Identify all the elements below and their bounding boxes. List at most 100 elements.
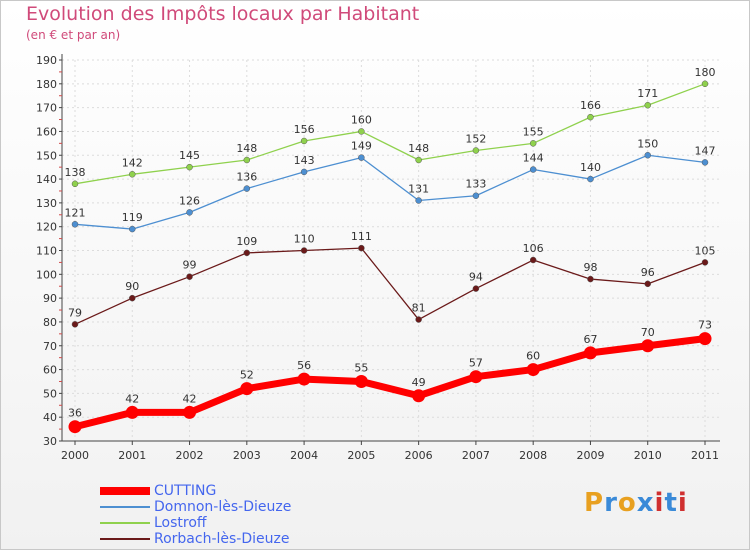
data-point-lostroff — [243, 156, 251, 164]
data-label-rorbach-l-s-dieuze: 105 — [695, 244, 716, 257]
proxiti-logo: Proxiti — [584, 488, 688, 518]
y-tick-label: 60 — [43, 364, 57, 377]
data-point-lostroff — [71, 180, 79, 188]
data-point-cutting — [583, 346, 597, 360]
data-point-cutting — [412, 389, 426, 403]
data-label-lostroff: 145 — [179, 149, 200, 162]
data-label-rorbach-l-s-dieuze: 90 — [125, 280, 139, 293]
y-tick-label: 160 — [36, 125, 57, 138]
data-point-cutting — [240, 382, 254, 396]
x-tick-label: 2007 — [462, 449, 490, 462]
y-tick-label: 50 — [43, 387, 57, 400]
data-label-cutting: 42 — [125, 392, 139, 405]
data-label-lostroff: 166 — [580, 99, 601, 112]
data-label-domnon-l-s-dieuze: 133 — [465, 178, 486, 191]
data-point-domnon-l-s-dieuze — [358, 154, 365, 161]
data-label-rorbach-l-s-dieuze: 111 — [351, 230, 372, 243]
data-point-domnon-l-s-dieuze — [71, 221, 79, 228]
legend-label: Lostroff — [154, 515, 207, 531]
y-tick-label: 120 — [36, 221, 57, 234]
x-tick-label: 2008 — [519, 449, 547, 462]
x-tick-label: 2000 — [61, 449, 89, 462]
data-point-rorbach-l-s-dieuze — [415, 316, 422, 323]
x-tick-label: 2011 — [691, 449, 719, 462]
data-label-rorbach-l-s-dieuze: 94 — [469, 271, 483, 284]
data-point-lostroff — [701, 80, 709, 88]
data-point-rorbach-l-s-dieuze — [644, 280, 651, 288]
data-point-lostroff — [129, 171, 136, 178]
data-point-lostroff — [358, 128, 365, 135]
data-label-lostroff: 142 — [122, 156, 143, 169]
data-label-lostroff: 155 — [523, 125, 544, 138]
data-point-domnon-l-s-dieuze — [186, 209, 193, 216]
data-label-rorbach-l-s-dieuze: 110 — [294, 233, 315, 246]
data-point-lostroff — [415, 156, 422, 164]
y-tick-label: 140 — [36, 173, 57, 186]
series-line-domnon-l-s-dieuze — [74, 154, 706, 230]
data-point-rorbach-l-s-dieuze — [472, 285, 480, 292]
data-label-domnon-l-s-dieuze: 143 — [294, 154, 315, 167]
data-point-rorbach-l-s-dieuze — [358, 244, 365, 252]
x-tick-label: 2005 — [347, 449, 375, 462]
data-point-lostroff — [186, 163, 193, 171]
data-point-cutting — [183, 405, 197, 419]
x-tick-label: 2001 — [118, 449, 146, 462]
y-tick-label: 90 — [43, 292, 57, 305]
data-label-lostroff: 148 — [408, 142, 429, 155]
data-label-lostroff: 148 — [236, 142, 257, 155]
x-tick-label: 2010 — [634, 449, 662, 462]
data-point-domnon-l-s-dieuze — [415, 197, 422, 204]
chart-title: Evolution des Impôts locaux par Habitant — [26, 3, 420, 25]
data-label-domnon-l-s-dieuze: 126 — [179, 194, 200, 207]
legend-swatch — [100, 522, 150, 524]
y-tick-label: 180 — [36, 78, 57, 91]
data-label-domnon-l-s-dieuze: 147 — [695, 144, 716, 157]
legend-label: Domnon-lès-Dieuze — [154, 499, 292, 515]
data-point-domnon-l-s-dieuze — [243, 185, 251, 192]
data-point-rorbach-l-s-dieuze — [529, 256, 537, 264]
data-point-domnon-l-s-dieuze — [644, 152, 651, 159]
data-label-domnon-l-s-dieuze: 121 — [65, 206, 86, 219]
data-point-lostroff — [472, 147, 480, 154]
y-tick-label: 110 — [36, 245, 57, 258]
data-label-domnon-l-s-dieuze: 140 — [580, 161, 601, 174]
data-label-rorbach-l-s-dieuze: 106 — [523, 242, 544, 255]
data-label-rorbach-l-s-dieuze: 99 — [183, 259, 197, 272]
data-label-cutting: 57 — [469, 357, 483, 370]
x-tick-label: 2009 — [576, 449, 604, 462]
data-point-cutting — [469, 370, 483, 384]
series-line-lostroff — [74, 83, 706, 185]
data-point-rorbach-l-s-dieuze — [701, 259, 709, 266]
data-point-cutting — [698, 332, 712, 346]
data-point-lostroff — [587, 113, 594, 121]
data-label-cutting: 42 — [183, 392, 197, 405]
data-label-cutting: 52 — [240, 369, 254, 382]
data-point-rorbach-l-s-dieuze — [186, 273, 193, 280]
data-label-rorbach-l-s-dieuze: 98 — [583, 261, 597, 274]
data-label-cutting: 36 — [68, 407, 82, 420]
legend-label: Rorbach-lès-Dieuze — [154, 531, 290, 547]
data-point-cutting — [125, 405, 139, 419]
data-point-lostroff — [529, 140, 537, 147]
y-tick-label: 30 — [43, 435, 57, 448]
data-point-cutting — [68, 420, 82, 434]
data-label-cutting: 67 — [583, 333, 597, 346]
legend-label: CUTTING — [154, 483, 217, 499]
y-tick-label: 130 — [36, 197, 57, 210]
data-point-rorbach-l-s-dieuze — [300, 247, 308, 254]
data-label-lostroff: 156 — [294, 123, 315, 136]
data-label-rorbach-l-s-dieuze: 81 — [412, 302, 426, 315]
data-label-domnon-l-s-dieuze: 149 — [351, 140, 372, 153]
data-point-cutting — [354, 374, 368, 388]
data-label-rorbach-l-s-dieuze: 109 — [236, 235, 257, 248]
data-point-cutting — [526, 363, 540, 377]
y-tick-label: 150 — [36, 149, 57, 162]
data-label-lostroff: 152 — [465, 132, 486, 145]
chart-subtitle: (en € et par an) — [26, 28, 121, 42]
data-label-cutting: 70 — [641, 326, 655, 339]
y-tick-label: 70 — [43, 340, 57, 353]
series-line-rorbach-l-s-dieuze — [74, 247, 706, 325]
data-label-domnon-l-s-dieuze: 144 — [523, 152, 544, 165]
